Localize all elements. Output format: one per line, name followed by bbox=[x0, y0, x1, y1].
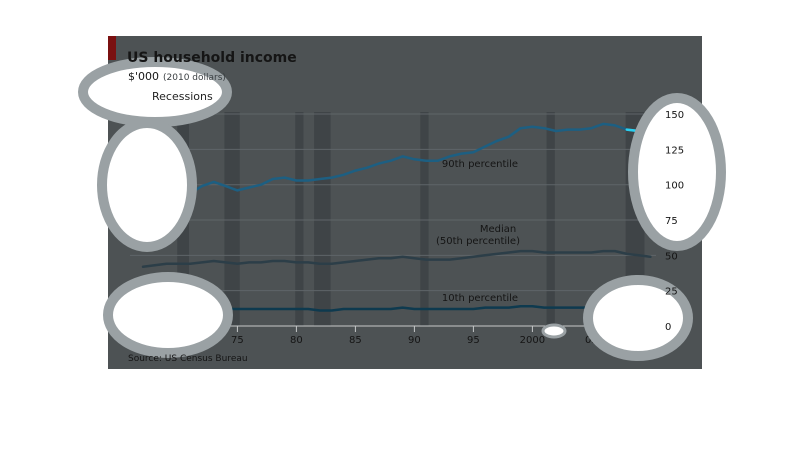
blotch-left bbox=[97, 118, 197, 252]
chart-unit: $'000 (2010 dollars) bbox=[128, 70, 226, 83]
unit-note: (2010 dollars) bbox=[163, 73, 226, 83]
source-note: Source: US Census Bureau bbox=[128, 354, 248, 364]
x-tick-label: 2000 bbox=[520, 335, 545, 346]
unit-text: $'000 bbox=[128, 70, 159, 83]
series-line-1 bbox=[141, 122, 652, 206]
accent-bar bbox=[108, 36, 116, 60]
x-tick-label: 90 bbox=[408, 335, 421, 346]
y-tick-label: 75 bbox=[665, 216, 678, 227]
blotch-bottom-right bbox=[583, 275, 693, 361]
series-line-2 bbox=[141, 249, 652, 268]
blotch-small bbox=[541, 323, 567, 339]
chart-title: US household income bbox=[127, 50, 297, 66]
recession-band bbox=[224, 112, 240, 326]
gridlines bbox=[130, 113, 656, 292]
blotch-right bbox=[628, 93, 726, 251]
x-tick-label: 95 bbox=[467, 335, 480, 346]
y-ticks: 0 25 50 75 100 125 150 bbox=[665, 110, 684, 333]
series-labels: 90th percentile Median (50th percentile) 10… bbox=[436, 159, 520, 304]
white-blotches bbox=[78, 57, 726, 361]
x-tick-label: 75 bbox=[231, 335, 244, 346]
x-tick-label: 85 bbox=[349, 335, 362, 346]
y-tick-label: 50 bbox=[665, 251, 678, 262]
y-tick-label: 150 bbox=[665, 110, 684, 121]
legend-recessions: Recessions bbox=[152, 90, 213, 103]
series-label: 90th percentile bbox=[442, 159, 518, 170]
recession-band bbox=[314, 112, 331, 326]
y-tick-label: 100 bbox=[665, 181, 684, 192]
series-label: Median (50th percentile) bbox=[436, 224, 520, 247]
blotch-bottom-left bbox=[103, 272, 233, 358]
recession-band bbox=[295, 112, 304, 326]
y-tick-label: 125 bbox=[665, 145, 684, 156]
x-tick-label: 80 bbox=[290, 335, 303, 346]
recession-band bbox=[546, 112, 555, 326]
y-tick-label: 25 bbox=[665, 287, 678, 298]
recession-band bbox=[420, 112, 429, 326]
series-label: 10th percentile bbox=[442, 293, 518, 304]
y-tick-label: 0 bbox=[665, 322, 671, 333]
